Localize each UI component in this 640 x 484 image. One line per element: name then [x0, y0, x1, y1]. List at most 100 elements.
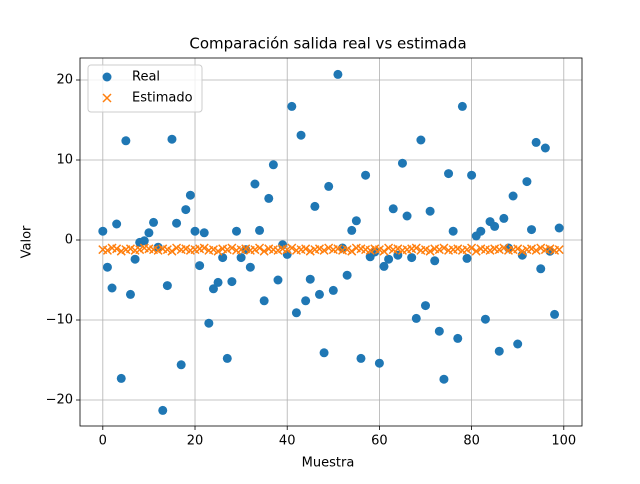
point: [232, 226, 242, 236]
x-tick-label: 80: [463, 434, 480, 449]
x-marker: [411, 243, 421, 253]
x-marker: [227, 243, 237, 253]
point: [411, 313, 421, 323]
point: [527, 225, 537, 235]
point: [305, 274, 315, 284]
legend-box: [87, 64, 203, 113]
x-marker: [467, 243, 477, 253]
y-tick-label: −10: [46, 313, 73, 328]
chart-title: Comparación salida real vs estimada: [189, 35, 466, 53]
point: [361, 170, 371, 180]
legend-marker: [102, 93, 112, 103]
point: [457, 101, 467, 111]
point: [291, 308, 301, 318]
point: [356, 353, 366, 363]
x-tick-label: 60: [371, 434, 388, 449]
point: [434, 326, 444, 336]
y-tick-label: 10: [56, 153, 73, 168]
point: [250, 179, 260, 189]
x-marker: [255, 243, 265, 253]
y-tick-label: 20: [56, 73, 73, 88]
x-tick-label: 20: [187, 434, 204, 449]
point: [259, 296, 269, 306]
legend-label: Estimado: [132, 91, 193, 106]
point: [167, 134, 177, 144]
legend-label: Real: [132, 70, 160, 85]
x-marker: [499, 243, 509, 253]
plot-frame: [79, 57, 583, 427]
point: [384, 254, 394, 264]
point: [162, 281, 172, 291]
x-marker: [379, 246, 389, 256]
point: [268, 160, 278, 170]
point: [236, 253, 246, 263]
point: [494, 346, 504, 356]
point: [540, 143, 550, 153]
point: [208, 284, 218, 294]
point: [388, 204, 398, 214]
point: [453, 333, 463, 343]
x-marker: [425, 246, 435, 256]
point: [287, 101, 297, 111]
point: [195, 261, 205, 271]
legend-marker: [102, 72, 112, 82]
point: [467, 170, 477, 180]
point: [227, 277, 237, 287]
point: [402, 211, 412, 221]
point: [296, 130, 306, 140]
point: [112, 219, 122, 229]
point: [153, 242, 163, 252]
x-marker: [167, 246, 177, 256]
point: [310, 201, 320, 211]
point: [430, 256, 440, 266]
point: [324, 181, 334, 191]
point: [149, 217, 159, 227]
point: [513, 339, 523, 349]
point: [319, 348, 329, 358]
point: [425, 206, 435, 216]
point: [476, 226, 486, 236]
x-marker: [471, 246, 481, 256]
point: [536, 264, 546, 274]
y-axis-label: Valor: [20, 225, 35, 258]
point: [333, 69, 343, 79]
point: [351, 216, 361, 226]
point: [139, 236, 149, 246]
point: [522, 177, 532, 187]
point: [554, 223, 564, 233]
y-tick-label: −20: [46, 393, 73, 408]
point: [181, 205, 191, 215]
point: [213, 277, 223, 287]
point: [416, 135, 426, 145]
x-marker: [531, 245, 541, 255]
point: [125, 289, 135, 299]
point: [204, 318, 214, 328]
x-tick-label: 0: [99, 434, 107, 449]
point: [255, 225, 265, 235]
point: [328, 285, 338, 295]
x-axis-label: Muestra: [302, 456, 355, 471]
point: [374, 358, 384, 368]
x-marker: [213, 246, 223, 256]
point: [98, 226, 108, 236]
point: [420, 301, 430, 311]
point: [116, 373, 126, 383]
point: [370, 247, 380, 257]
x-marker: [112, 244, 122, 254]
point: [264, 193, 274, 203]
point: [158, 405, 168, 415]
point: [130, 254, 140, 264]
point: [107, 283, 117, 293]
x-marker: [319, 245, 329, 255]
x-tick-label: 100: [551, 434, 576, 449]
point: [439, 374, 449, 384]
x-marker: [347, 246, 357, 256]
point: [314, 289, 324, 299]
x-marker: [199, 243, 209, 253]
point: [444, 169, 454, 179]
point: [480, 314, 490, 324]
point: [144, 228, 154, 238]
point: [121, 136, 131, 146]
x-marker: [259, 246, 269, 256]
